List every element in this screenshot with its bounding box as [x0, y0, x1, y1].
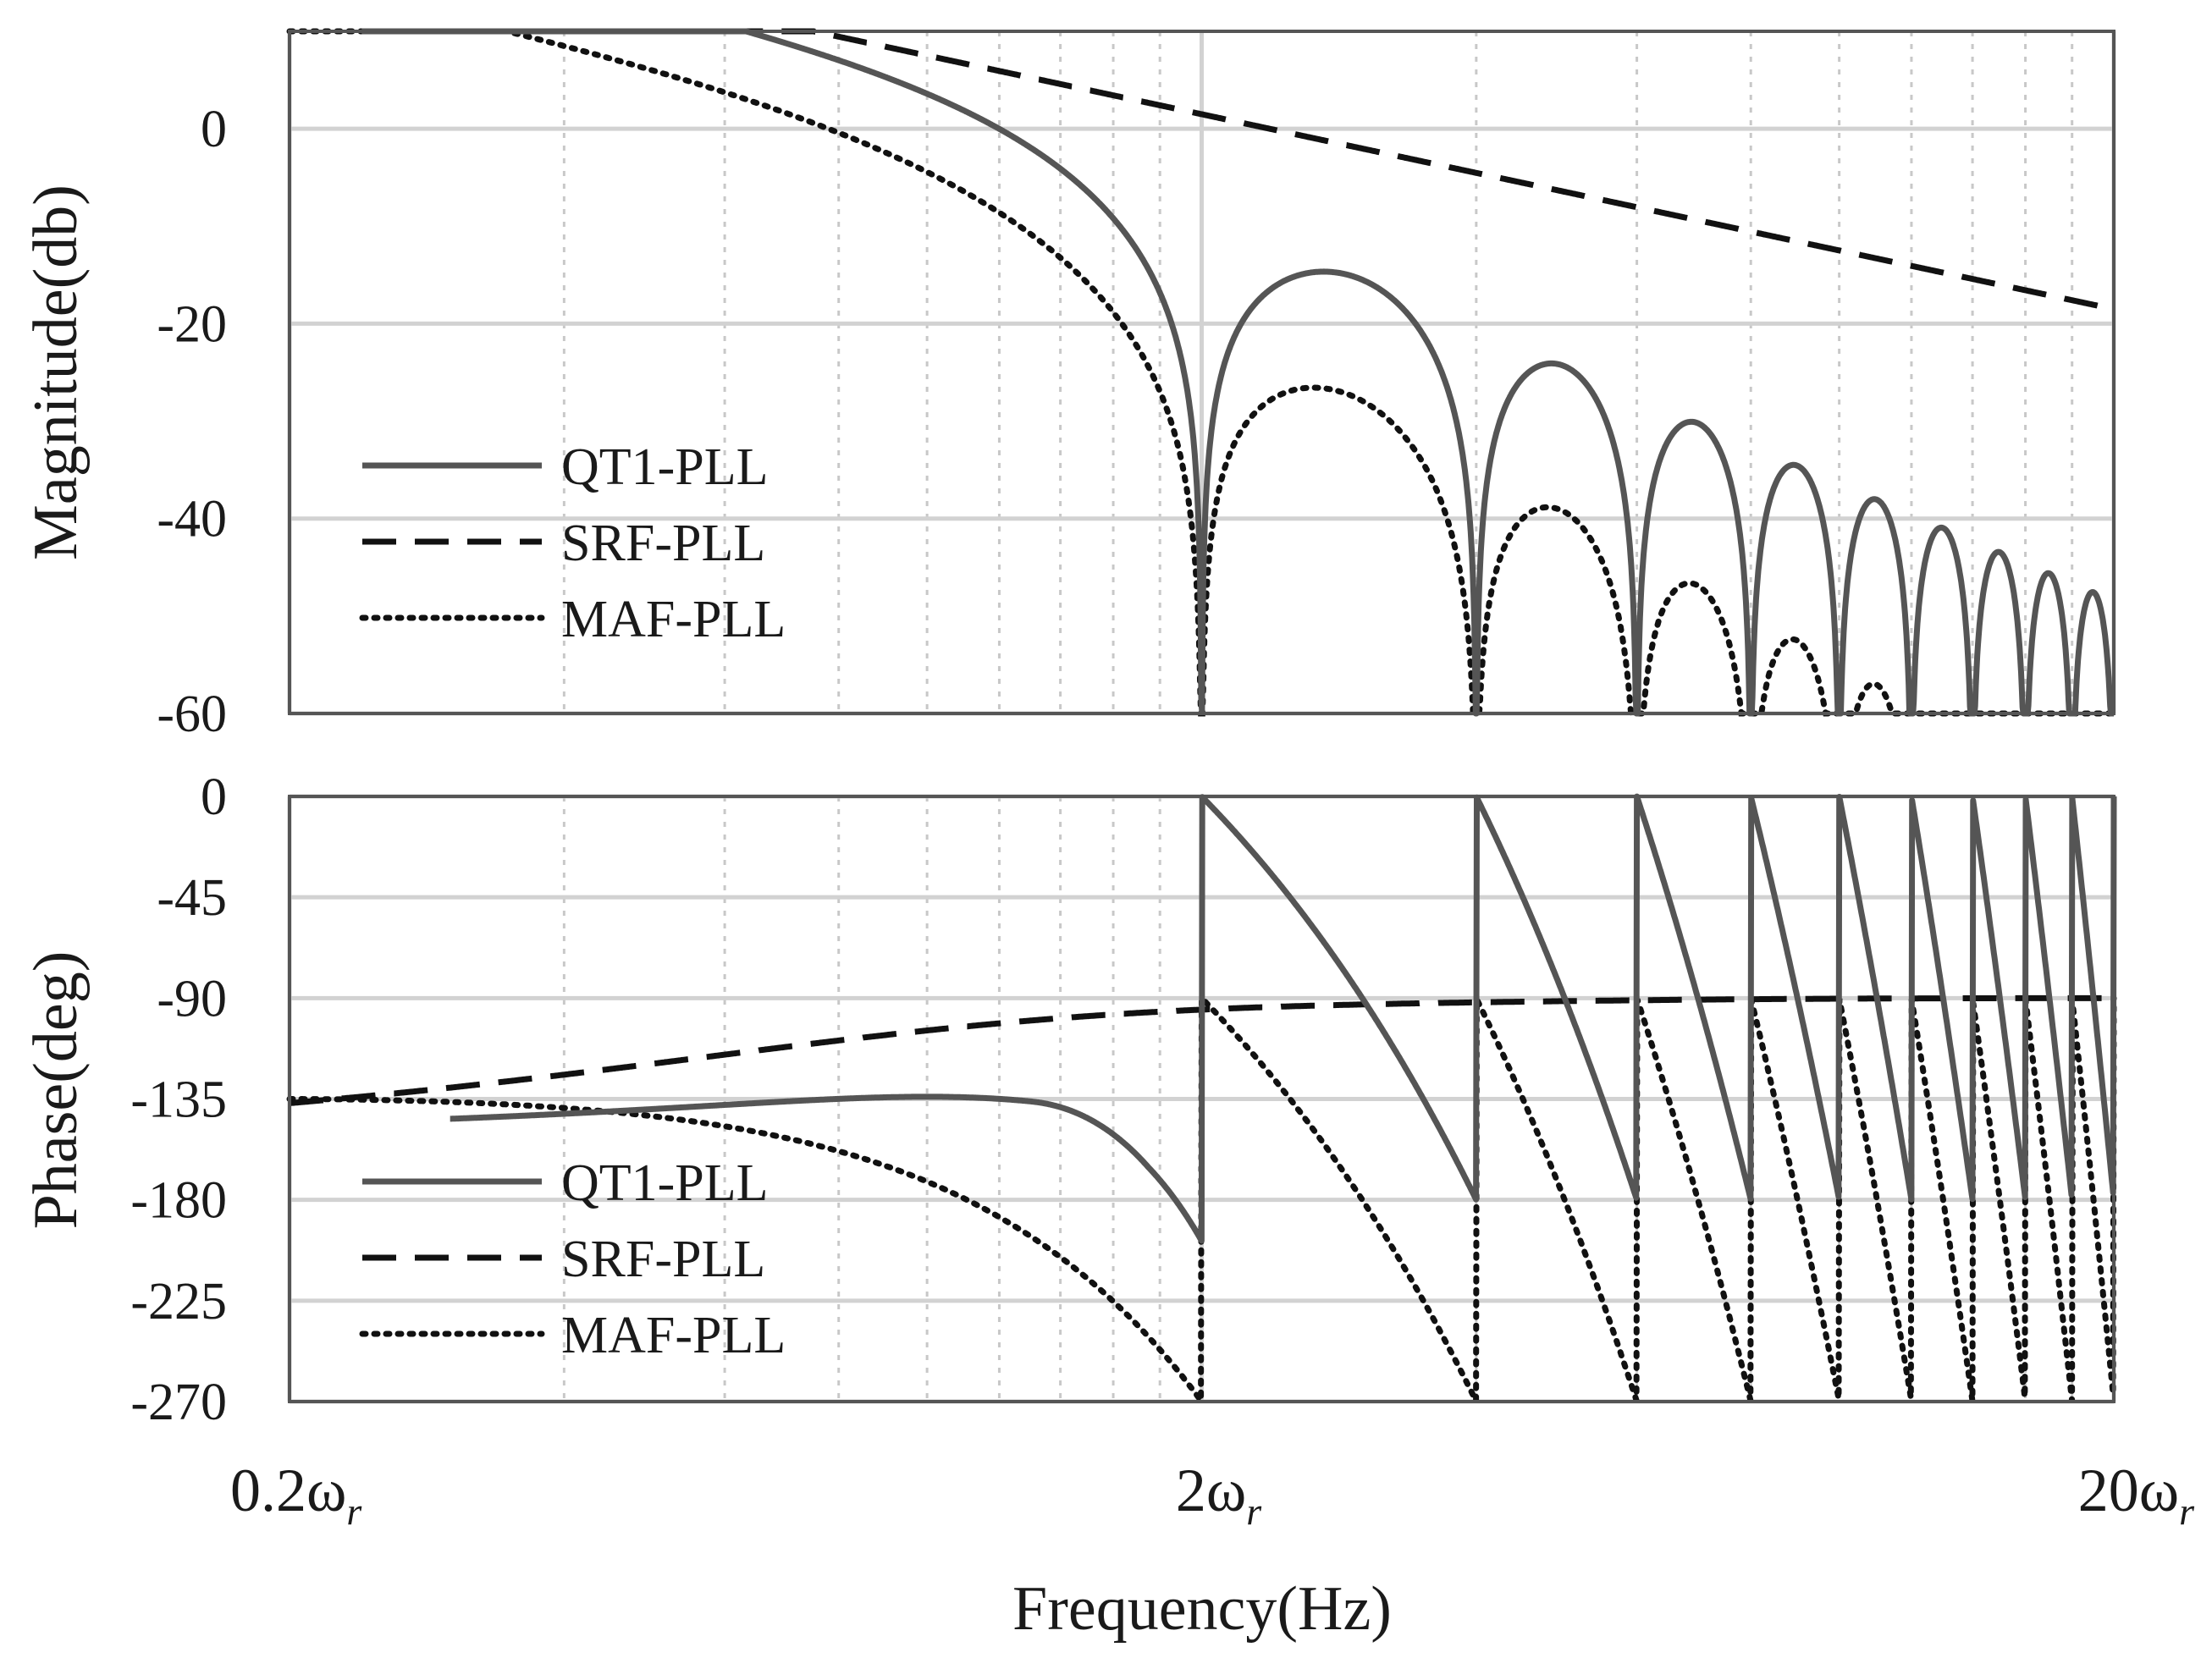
- series-line-qt1-pll: [448, 793, 2117, 1244]
- phase-plot-frame: [288, 795, 2115, 1403]
- y-tick-label: 0: [201, 768, 227, 826]
- y-tick-label: -135: [130, 1071, 227, 1129]
- magnitude-panel: 0 -20 -40 -60 QT1-PLL SRF-PLL MAF-PLL Magnitu…: [21, 28, 2117, 743]
- magnitude-plot-frame: [288, 30, 2115, 715]
- phase-legend: QT1-PLL SRF-PLL MAF-PLL: [359, 1154, 786, 1364]
- phase-y-label: Phase(deg): [21, 951, 91, 1230]
- magnitude-y-label: Magnitude(db): [21, 185, 91, 560]
- x-tick-label: 2ωr: [1176, 1457, 1262, 1533]
- series-line-maf-pll: [286, 990, 2117, 1410]
- phase-panel: 0 -45 -90 -135 -180 -225 -270 QT1-PLL SRF-PLL MA…: [21, 768, 2117, 1431]
- y-tick-label: -40: [157, 491, 227, 548]
- legend-label: MAF-PLL: [561, 591, 786, 648]
- legend-label: SRF-PLL: [561, 1231, 765, 1288]
- x-tick-label: 20ωr: [2078, 1457, 2195, 1533]
- y-tick-label: -90: [157, 970, 227, 1027]
- legend-label: SRF-PLL: [561, 515, 765, 572]
- y-tick-label: -45: [157, 869, 227, 927]
- y-tick-label: -270: [130, 1374, 227, 1431]
- x-axis-label: Frequency(Hz): [1012, 1574, 1392, 1644]
- y-tick-label: -60: [157, 686, 227, 743]
- legend-label: QT1-PLL: [561, 1154, 769, 1212]
- y-tick-label: -225: [130, 1273, 227, 1330]
- y-tick-label: -20: [157, 295, 227, 353]
- magnitude-legend: QT1-PLL SRF-PLL MAF-PLL: [359, 438, 786, 648]
- phase-y-ticks: 0 -45 -90 -135 -180 -225 -270: [130, 768, 227, 1431]
- phase-series: [286, 793, 2117, 1410]
- x-tick-label: 0.2ωr: [230, 1457, 362, 1533]
- frequency-x-ticks: 0.2ωr 2ωr 20ωr: [230, 1457, 2195, 1533]
- magnitude-y-ticks: 0 -20 -40 -60: [157, 101, 227, 743]
- legend-label: MAF-PLL: [561, 1307, 786, 1364]
- legend-label: QT1-PLL: [561, 438, 769, 496]
- y-tick-label: -180: [130, 1172, 227, 1230]
- series-line-srf-pll: [361, 28, 2115, 312]
- y-tick-label: 0: [201, 101, 227, 158]
